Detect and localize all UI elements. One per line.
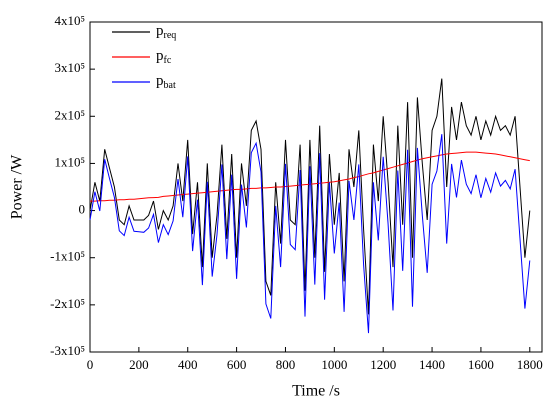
x-axis-label: Time /s (292, 383, 340, 400)
y-tick-label: -3x10⁵ (50, 343, 85, 358)
x-tick-label: 200 (129, 357, 149, 372)
y-tick-label: -1x10⁵ (50, 249, 85, 264)
x-tick-label: 400 (178, 357, 198, 372)
legend-label: pbat (156, 73, 176, 91)
legend-label: pfc (156, 48, 172, 66)
y-tick-label: 4x10⁵ (54, 13, 85, 28)
x-tick-label: 1800 (517, 357, 543, 372)
x-tick-label: 1200 (370, 357, 396, 372)
x-tick-label: 800 (276, 357, 296, 372)
legend-label: preq (156, 23, 176, 41)
x-tick-label: 600 (227, 357, 247, 372)
x-tick-label: 1000 (321, 357, 347, 372)
x-tick-label: 1400 (419, 357, 445, 372)
series-line (90, 151, 530, 202)
y-tick-label: 1x10⁵ (54, 154, 85, 169)
x-tick-label: 1600 (468, 357, 494, 372)
x-tick-label: 0 (87, 357, 94, 372)
plot-frame (89, 21, 543, 353)
y-axis-label: Power /W (9, 154, 26, 219)
y-tick-label: 0 (79, 202, 86, 217)
y-tick-label: 3x10⁵ (54, 60, 85, 75)
series-line (89, 134, 531, 334)
y-tick-label: 2x10⁵ (54, 107, 85, 122)
series-line (89, 78, 531, 315)
y-tick-label: -2x10⁵ (50, 296, 85, 311)
